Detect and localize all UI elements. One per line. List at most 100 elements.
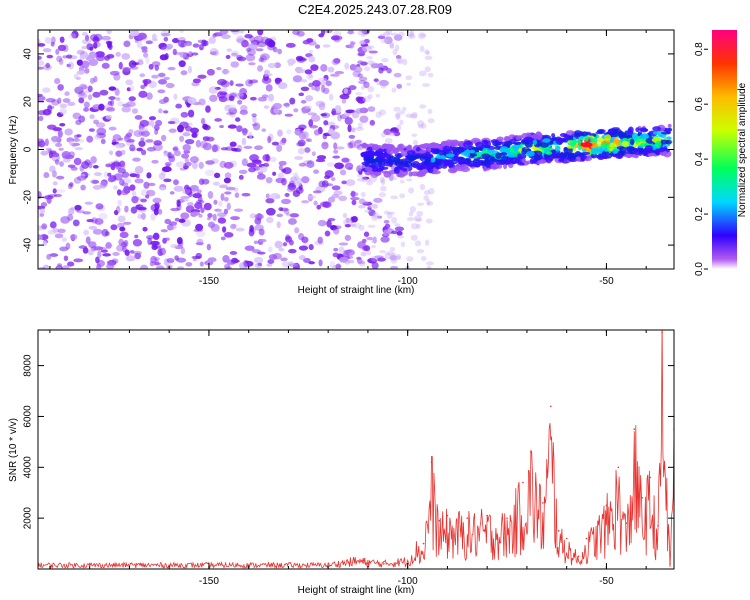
noise-blob	[205, 160, 215, 165]
noise-blob	[59, 123, 66, 127]
noise-blob	[384, 223, 391, 229]
noise-blob	[86, 56, 92, 62]
noise-blob	[83, 229, 90, 236]
noise-blob	[219, 124, 224, 129]
snr-series-line	[38, 330, 674, 569]
noise-blob	[327, 66, 335, 73]
noise-blob	[161, 247, 166, 254]
noise-blob	[105, 163, 112, 168]
noise-blob	[219, 87, 228, 93]
noise-blob	[383, 36, 393, 45]
noise-blob	[386, 67, 392, 74]
noise-blob	[330, 177, 336, 182]
noise-blob	[121, 106, 132, 113]
noise-blob	[176, 237, 183, 245]
noise-blob	[219, 30, 229, 35]
noise-blob	[366, 236, 374, 241]
noise-blob	[417, 32, 426, 40]
noise-blob	[163, 36, 169, 42]
noise-blob	[363, 66, 371, 71]
signal-blob	[525, 151, 535, 157]
noise-blob	[356, 177, 365, 182]
noise-blob	[244, 33, 253, 39]
noise-blob	[355, 139, 362, 144]
noise-blob	[139, 73, 146, 78]
noise-blob	[292, 190, 301, 197]
noise-blob	[333, 190, 343, 196]
noise-blob	[238, 262, 248, 269]
noise-blob	[217, 78, 227, 86]
noise-blob	[163, 110, 169, 114]
noise-blob	[401, 106, 407, 112]
noise-blob	[369, 119, 376, 126]
noise-blob	[180, 247, 186, 255]
noise-blob	[232, 223, 238, 229]
noise-blob	[237, 92, 244, 97]
snr-xtick-label: -150	[199, 576, 219, 587]
noise-blob	[176, 199, 181, 207]
noise-blob	[351, 110, 360, 119]
signal-blob	[591, 137, 598, 143]
noise-blob	[305, 95, 314, 102]
signal-blob	[445, 153, 456, 158]
signal-blob	[590, 146, 599, 154]
signal-peak	[580, 142, 593, 148]
noise-blob	[379, 176, 385, 184]
signal-blob	[558, 138, 566, 143]
signal-blob	[410, 164, 419, 168]
noise-blob	[308, 119, 314, 127]
noise-blob	[129, 144, 136, 152]
signal-blob	[639, 133, 649, 140]
noise-blob	[330, 35, 340, 41]
noise-blob	[58, 58, 64, 66]
snr-point	[605, 504, 608, 507]
noise-blob	[349, 40, 354, 46]
noise-blob	[356, 63, 361, 68]
noise-blob	[59, 161, 64, 167]
noise-blob	[251, 123, 258, 127]
signal-blob	[569, 140, 578, 144]
noise-blob	[140, 264, 149, 269]
noise-blob	[122, 66, 131, 72]
noise-blob	[150, 213, 156, 221]
noise-blob	[207, 213, 213, 218]
noise-blob	[399, 110, 405, 115]
noise-blob	[138, 131, 146, 136]
noise-blob	[125, 79, 134, 86]
noise-blob	[419, 45, 425, 53]
noise-blob	[57, 84, 64, 91]
noise-blob	[140, 137, 145, 142]
noise-blob	[274, 240, 284, 249]
noise-blob	[317, 219, 327, 227]
noise-blob	[319, 201, 330, 208]
noise-blob	[376, 80, 383, 86]
noise-blob	[360, 33, 366, 38]
noise-blob	[277, 82, 288, 90]
noise-blob	[89, 113, 95, 120]
noise-blob	[234, 192, 240, 198]
signal-blob	[393, 147, 399, 155]
noise-blob	[249, 96, 257, 101]
noise-blob	[184, 213, 189, 219]
noise-blob	[104, 231, 110, 236]
noise-blob	[86, 135, 94, 143]
noise-blob	[178, 218, 186, 223]
noise-blob	[120, 189, 129, 196]
noise-blob	[178, 121, 189, 129]
noise-blob	[407, 33, 416, 39]
noise-blob	[50, 41, 55, 47]
spectrogram-xtick-label: -100	[398, 276, 418, 287]
noise-blob	[218, 200, 223, 207]
noise-blob	[235, 83, 244, 87]
noise-blob	[308, 261, 315, 265]
noise-blob	[92, 41, 101, 48]
noise-blob	[225, 266, 232, 269]
noise-blob	[363, 231, 370, 237]
noise-blob	[141, 49, 148, 53]
noise-blob	[146, 92, 153, 100]
noise-blob	[95, 256, 100, 264]
noise-blob	[196, 238, 204, 246]
noise-blob	[388, 211, 396, 215]
noise-blob	[393, 72, 402, 78]
